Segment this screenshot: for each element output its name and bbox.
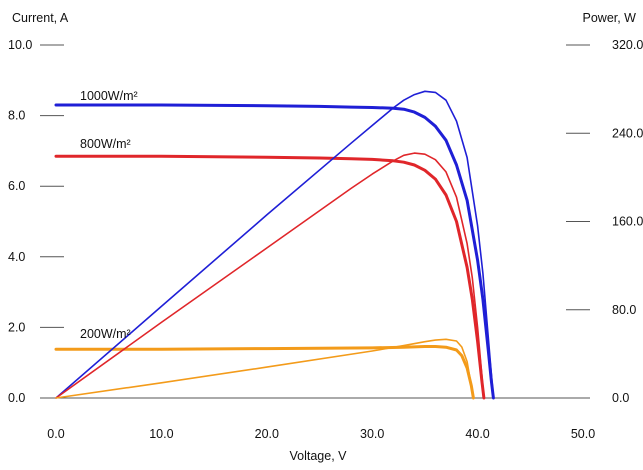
label-800w: 800W/m² — [80, 137, 131, 151]
left-tick-label: 4.0 — [8, 250, 25, 264]
left-tick-label: 10.0 — [8, 38, 32, 52]
right-axis-title: Power, W — [583, 11, 637, 25]
left-tick-label: 2.0 — [8, 320, 25, 334]
right-tick-label: 80.0 — [612, 303, 636, 317]
x-axis-title: Voltage, V — [290, 449, 348, 463]
right-tick-group: 0.0 80.0 160.0 240.0 320.0 — [566, 38, 643, 405]
current-curve — [54, 154, 486, 400]
x-tick-group: 0.0 10.0 20.0 30.0 40.0 50.0 — [47, 427, 595, 441]
x-tick-label: 40.0 — [465, 427, 489, 441]
left-tick-label: 6.0 — [8, 179, 25, 193]
right-tick-label: 0.0 — [612, 391, 629, 405]
current-curve — [54, 103, 495, 400]
left-tick-group: 0.0 2.0 4.0 6.0 8.0 10.0 — [8, 38, 64, 405]
right-tick-label: 240.0 — [612, 126, 643, 140]
left-axis-title: Current, A — [12, 11, 69, 25]
power-curve — [55, 90, 495, 399]
label-200w: 200W/m² — [80, 327, 131, 341]
x-tick-label: 20.0 — [255, 427, 279, 441]
power-curve — [55, 338, 475, 399]
x-tick-label: 50.0 — [571, 427, 595, 441]
right-tick-label: 320.0 — [612, 38, 643, 52]
current-curve — [54, 345, 475, 400]
power-curve — [55, 152, 485, 399]
left-tick-label: 8.0 — [8, 109, 25, 123]
series-group — [54, 90, 495, 400]
x-tick-label: 30.0 — [360, 427, 384, 441]
x-tick-label: 0.0 — [47, 427, 64, 441]
label-1000w: 1000W/m² — [80, 89, 138, 103]
right-tick-label: 160.0 — [612, 215, 643, 229]
x-tick-label: 10.0 — [149, 427, 173, 441]
left-tick-label: 0.0 — [8, 391, 25, 405]
